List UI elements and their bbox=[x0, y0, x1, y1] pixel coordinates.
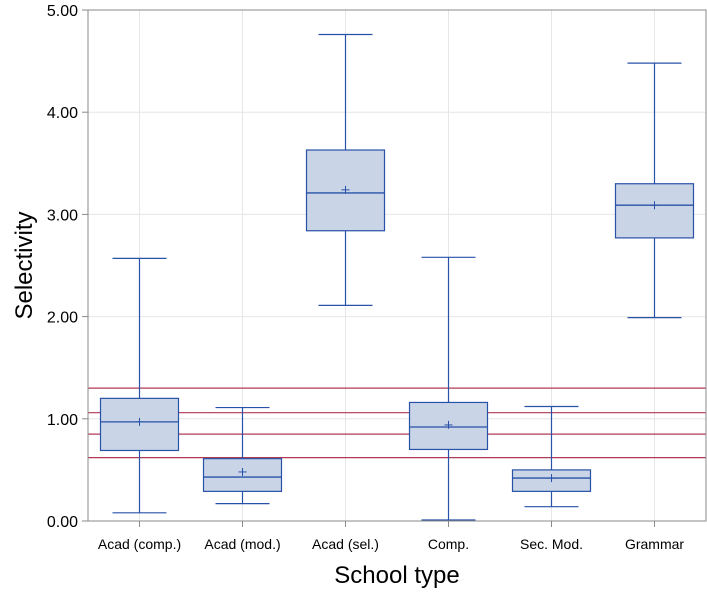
y-tick-label: 3.00 bbox=[47, 207, 78, 224]
x-axis-ticks: Acad (comp.) Acad (mod.) Acad (sel.) Comp. S… bbox=[98, 521, 684, 552]
box-4 bbox=[511, 405, 592, 508]
x-tick-label: Comp. bbox=[428, 536, 469, 552]
x-tick-label: Acad (sel.) bbox=[312, 536, 379, 552]
x-tick-label: Acad (comp.) bbox=[98, 536, 181, 552]
boxplots bbox=[99, 33, 695, 521]
y-tick-label: 1.00 bbox=[47, 412, 78, 429]
box-iqr bbox=[614, 183, 695, 239]
x-tick-label: Sec. Mod. bbox=[520, 536, 583, 552]
box-1 bbox=[202, 406, 283, 505]
box-2 bbox=[305, 33, 386, 306]
y-tick-label: 2.00 bbox=[47, 310, 78, 327]
y-tick-label: 0.00 bbox=[47, 514, 78, 531]
x-tick-label: Grammar bbox=[625, 536, 684, 552]
box-iqr bbox=[305, 149, 386, 232]
grid-layer bbox=[88, 9, 706, 522]
y-axis-ticks: 0.00 1.00 2.00 3.00 4.00 5.00 bbox=[47, 3, 88, 531]
box-3 bbox=[408, 256, 489, 521]
y-tick-label: 5.00 bbox=[47, 3, 78, 20]
y-tick-label: 4.00 bbox=[47, 105, 78, 122]
reference-lines bbox=[88, 387, 706, 459]
box-5 bbox=[614, 62, 695, 319]
y-axis-title: Selectivity bbox=[11, 211, 38, 319]
x-tick-label: Acad (mod.) bbox=[204, 536, 280, 552]
plot-frame bbox=[87, 9, 707, 522]
x-axis-title: School type bbox=[334, 562, 459, 589]
box-0 bbox=[99, 257, 180, 514]
